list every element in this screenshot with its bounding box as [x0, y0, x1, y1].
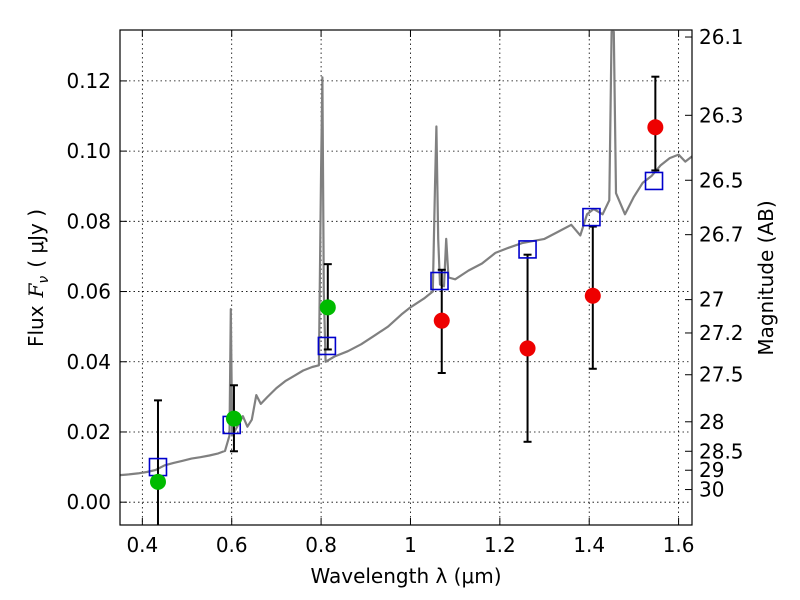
x-tick-label: 0.8	[305, 533, 337, 557]
x-tick-label: 1	[404, 533, 417, 557]
y-tick-label: 0.02	[66, 420, 111, 444]
y-axis-label: Flux Fν ( μJy )	[24, 209, 52, 347]
y2-tick-label: 26.7	[699, 223, 744, 247]
y-tick-label: 0.08	[66, 209, 111, 233]
model-spectrum-line	[119, 30, 693, 477]
observed-point-red	[519, 340, 536, 357]
y2-tick-label: 27.2	[699, 321, 744, 345]
x-tick-label: 1.2	[484, 533, 516, 557]
plot-series	[119, 30, 693, 525]
y2-tick-label: 27	[699, 288, 724, 312]
axis-ticks: 0.4 0.6 0.8 1 1.2 1.4 1.6 0.00 0.02 0.04 0.06 0.08 0…	[66, 25, 743, 557]
y-tick-label: 0.04	[66, 350, 111, 374]
model-photometry-square	[430, 271, 449, 291]
plot-frame	[119, 29, 693, 526]
y2-tick-label: 26.3	[699, 103, 744, 127]
y-axis-label-symbol: F	[24, 282, 48, 298]
y2-axis-label: Magnitude (AB)	[754, 200, 778, 355]
model-photometry-square	[317, 336, 337, 356]
model-photometry-square	[644, 171, 664, 191]
y2-tick-label: 27.5	[699, 363, 744, 387]
y-axis-label-text: Flux	[24, 305, 48, 347]
y-tick-label: 0.12	[66, 69, 111, 93]
observed-point-green	[225, 410, 242, 427]
y-tick-label: 0.10	[66, 139, 111, 163]
grid	[120, 30, 692, 525]
y-tick-label: 0.06	[66, 280, 111, 304]
observed-point-red	[584, 287, 601, 304]
observed-point-green	[319, 299, 336, 316]
y2-tick-label: 28	[699, 410, 724, 434]
y2-tick-label: 26.5	[699, 168, 744, 192]
y2-tick-label: 30	[699, 478, 724, 502]
observed-point-red	[647, 119, 664, 136]
observed-point-green	[149, 473, 166, 490]
model-photometry-square	[582, 207, 601, 227]
y2-tick-label: 29	[699, 458, 724, 482]
x-tick-label: 0.6	[216, 533, 248, 557]
model-photometry-square	[518, 240, 537, 259]
y2-tick-label: 26.1	[699, 25, 744, 49]
x-tick-label: 0.4	[126, 533, 158, 557]
observed-point-red	[433, 312, 450, 329]
y2-tick-label: 28.5	[699, 439, 744, 463]
x-tick-label: 1.4	[573, 533, 605, 557]
y-tick-label: 0.00	[66, 490, 111, 514]
x-axis-label: Wavelength λ (μm)	[310, 564, 501, 588]
x-tick-label: 1.6	[663, 533, 695, 557]
y-axis-label-subscript: ν	[36, 276, 52, 284]
y-axis-label-unit: ( μJy )	[24, 209, 48, 268]
